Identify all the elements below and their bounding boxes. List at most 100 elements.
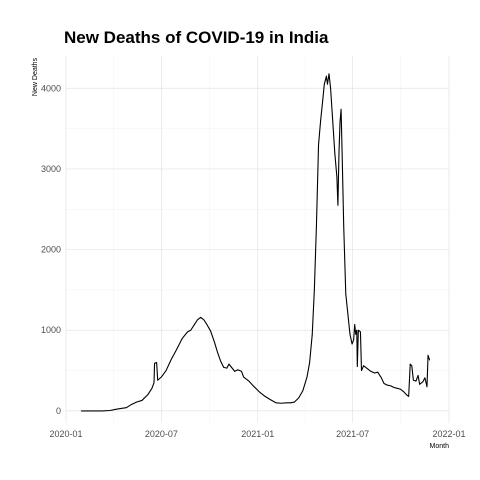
data-point	[248, 380, 250, 382]
y-axis-ticks: 0 1000 2000 3000 4000	[41, 83, 61, 416]
data-point	[338, 152, 340, 154]
data-point	[286, 402, 287, 404]
data-point	[366, 367, 368, 369]
data-point	[354, 324, 356, 325]
data-point	[156, 362, 158, 363]
data-point	[316, 224, 317, 226]
data-point	[341, 152, 343, 154]
data-point	[91, 410, 93, 412]
data-point	[393, 387, 395, 388]
x-axis-ticks: 2020-01 2020-07 2021-01 2021-07 2022-01	[49, 429, 465, 439]
series-line	[81, 73, 431, 412]
data-point	[380, 376, 382, 378]
data-point	[115, 408, 117, 410]
data-point	[298, 397, 300, 399]
data-point	[345, 293, 347, 295]
data-point	[355, 333, 357, 335]
data-point	[334, 152, 336, 154]
data-point	[408, 395, 410, 397]
data-point	[120, 408, 122, 409]
data-point	[386, 384, 388, 386]
data-point	[269, 399, 271, 401]
x-tick-label: 2020-01	[49, 429, 82, 439]
data-point	[313, 289, 315, 291]
data-point	[383, 383, 385, 384]
data-point	[357, 329, 359, 331]
data-point	[176, 349, 177, 350]
data-point	[80, 410, 82, 412]
data-point	[275, 402, 277, 404]
chart-title: New Deaths of COVID-19 in India	[64, 28, 329, 47]
y-tick-label: 0	[56, 406, 61, 416]
y-axis-label: New Deaths	[32, 57, 39, 96]
data-point	[231, 366, 232, 368]
data-point	[153, 382, 155, 384]
data-point	[351, 343, 353, 345]
data-point	[181, 337, 183, 339]
data-point	[340, 108, 342, 110]
data-point	[363, 365, 364, 367]
data-point	[377, 371, 379, 373]
y-tick-label: 2000	[41, 245, 61, 255]
data-point	[306, 376, 308, 378]
data-point	[228, 363, 230, 365]
data-point	[101, 410, 103, 412]
data-point	[361, 370, 362, 371]
data-point	[241, 370, 242, 372]
data-point	[136, 401, 138, 403]
x-tick-label: 2021-01	[241, 429, 274, 439]
data-point	[154, 362, 155, 364]
data-point	[226, 367, 228, 369]
x-tick-label: 2022-01	[432, 429, 465, 439]
data-point	[131, 404, 132, 405]
data-point	[165, 370, 167, 371]
data-point	[349, 333, 351, 335]
data-point	[374, 372, 375, 374]
data-point	[220, 360, 221, 362]
y-tick-label: 1000	[41, 325, 61, 335]
data-point	[332, 120, 334, 121]
data-point	[370, 370, 372, 372]
data-point	[243, 376, 245, 378]
y-tick-label: 4000	[41, 83, 61, 93]
series-layer	[80, 73, 431, 412]
data-point	[323, 83, 325, 85]
data-point	[336, 176, 338, 178]
data-point	[347, 313, 349, 315]
data-point	[360, 331, 361, 333]
data-point	[320, 120, 322, 121]
data-point	[203, 319, 205, 321]
data-point	[396, 387, 398, 389]
data-point	[330, 87, 331, 89]
data-point	[309, 362, 311, 363]
data-point	[311, 333, 313, 335]
data-point	[390, 385, 392, 387]
data-point	[324, 79, 326, 81]
data-point	[403, 391, 404, 392]
y-tick-label: 3000	[41, 164, 61, 174]
data-point	[141, 400, 143, 401]
data-point	[399, 388, 401, 390]
data-point	[210, 330, 212, 332]
data-point	[337, 204, 339, 206]
data-point	[406, 394, 407, 396]
data-point	[170, 358, 172, 360]
data-point	[411, 365, 413, 367]
data-point	[157, 379, 159, 381]
x-tick-label: 2021-07	[336, 429, 369, 439]
data-point	[353, 339, 355, 341]
data-point	[356, 366, 358, 367]
data-point	[197, 319, 198, 321]
data-point	[417, 375, 419, 376]
data-point	[412, 379, 414, 381]
data-point	[280, 402, 282, 404]
data-point	[206, 324, 208, 325]
data-point	[356, 329, 358, 331]
data-point	[213, 341, 215, 342]
data-point	[419, 383, 421, 385]
grid	[65, 56, 450, 423]
x-axis-label: Month	[430, 443, 450, 450]
data-point	[326, 75, 327, 77]
data-point	[160, 376, 162, 378]
